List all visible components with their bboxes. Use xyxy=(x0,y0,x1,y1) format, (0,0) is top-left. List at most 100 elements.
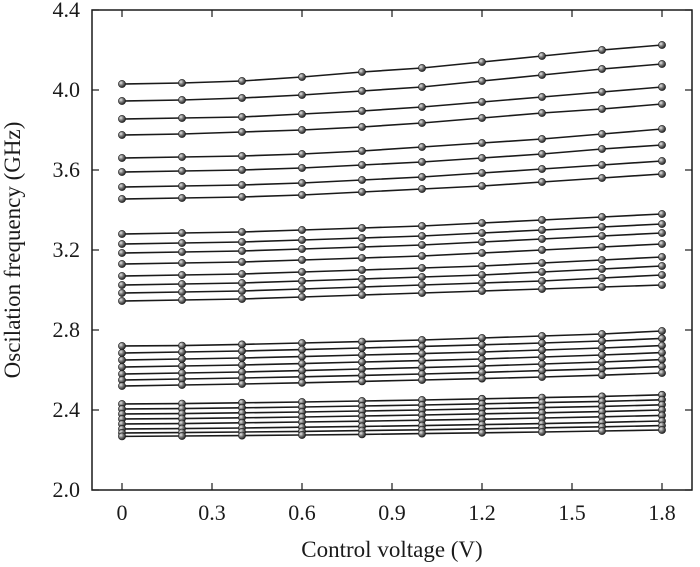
data-point xyxy=(238,361,246,369)
y-axis-title: Oscilation frequency (GHz) xyxy=(0,122,25,379)
series-15 xyxy=(118,271,666,297)
data-point xyxy=(298,150,306,158)
data-point xyxy=(658,334,666,343)
x-tick-label: 0.9 xyxy=(378,500,406,525)
y-tick-label: 4.4 xyxy=(53,0,81,22)
data-point xyxy=(538,150,546,158)
x-tick-label: 0.6 xyxy=(288,500,316,525)
data-point xyxy=(358,351,366,359)
data-point xyxy=(298,277,306,285)
data-point xyxy=(598,265,606,273)
data-point xyxy=(298,293,306,301)
data-point xyxy=(658,100,666,108)
data-point xyxy=(658,262,666,270)
data-point xyxy=(598,243,606,251)
data-point xyxy=(478,139,486,147)
series-line xyxy=(121,420,663,430)
data-point xyxy=(478,182,486,190)
x-axis-title: Control voltage (V) xyxy=(301,537,482,562)
series-layer xyxy=(118,41,666,441)
data-point xyxy=(178,239,186,247)
series-line xyxy=(121,63,663,102)
data-point xyxy=(358,234,366,242)
data-point xyxy=(298,378,306,387)
data-point xyxy=(178,248,186,256)
data-point xyxy=(358,283,366,291)
data-point xyxy=(658,41,666,49)
data-point xyxy=(178,271,186,279)
data-point xyxy=(118,154,126,162)
data-point xyxy=(418,349,426,358)
data-point xyxy=(598,371,606,380)
data-point xyxy=(658,210,666,218)
series-3 xyxy=(118,83,666,123)
data-point xyxy=(358,430,366,439)
data-point xyxy=(478,287,486,295)
series-17 xyxy=(118,327,666,350)
data-point xyxy=(598,174,606,182)
series-line xyxy=(121,103,663,136)
data-point xyxy=(178,167,186,175)
data-point xyxy=(538,52,546,60)
data-point xyxy=(298,431,306,439)
data-point xyxy=(238,238,246,246)
data-point xyxy=(538,109,546,117)
series-line xyxy=(121,232,663,254)
data-point xyxy=(118,281,126,289)
data-point xyxy=(358,224,366,232)
series-22 xyxy=(118,362,666,384)
data-point xyxy=(298,345,306,354)
data-point xyxy=(478,428,486,437)
series-14 xyxy=(118,262,666,289)
series-line xyxy=(121,86,663,120)
data-point xyxy=(238,340,246,349)
series-line xyxy=(121,284,663,302)
data-point xyxy=(118,183,126,191)
data-point xyxy=(238,193,246,201)
data-point xyxy=(358,107,366,115)
data-point xyxy=(598,337,606,345)
series-line xyxy=(121,243,663,265)
data-point xyxy=(598,427,606,435)
data-point xyxy=(238,258,246,266)
data-point xyxy=(538,332,546,340)
x-axis-ticks: 0 0.3 0.6 0.9 1.2 1.5 1.8 xyxy=(117,10,676,525)
data-point xyxy=(478,58,486,66)
series-line xyxy=(121,44,663,85)
data-point xyxy=(298,268,306,276)
series-8 xyxy=(118,170,666,203)
series-31 xyxy=(118,426,666,441)
data-point xyxy=(118,230,126,238)
data-point xyxy=(298,226,306,234)
y-axis-ticks: 2.0 2.4 2.8 3.2 3.6 4.0 4.4 xyxy=(53,0,692,502)
data-point xyxy=(538,135,546,143)
data-point xyxy=(598,145,606,153)
data-point xyxy=(178,432,186,440)
data-point xyxy=(598,351,606,359)
series-13 xyxy=(118,253,666,280)
data-point xyxy=(478,271,486,279)
x-tick-label: 0.3 xyxy=(198,500,226,525)
series-line xyxy=(121,424,663,434)
data-point xyxy=(358,291,366,299)
data-point xyxy=(658,348,666,357)
data-point xyxy=(538,353,546,361)
data-point xyxy=(178,288,186,296)
data-point xyxy=(478,238,486,246)
series-line xyxy=(121,213,663,235)
data-point xyxy=(118,260,126,268)
data-point xyxy=(238,380,246,388)
data-point xyxy=(178,96,186,104)
series-line xyxy=(121,399,663,410)
data-point xyxy=(538,71,546,79)
y-tick-label: 2.4 xyxy=(53,397,81,422)
data-point xyxy=(358,188,366,196)
data-point xyxy=(418,289,426,297)
data-point xyxy=(358,266,366,274)
data-point xyxy=(418,173,426,181)
data-point xyxy=(178,259,186,267)
data-point xyxy=(178,355,186,363)
data-point xyxy=(658,220,666,228)
data-point xyxy=(598,223,606,231)
data-point xyxy=(658,170,666,178)
